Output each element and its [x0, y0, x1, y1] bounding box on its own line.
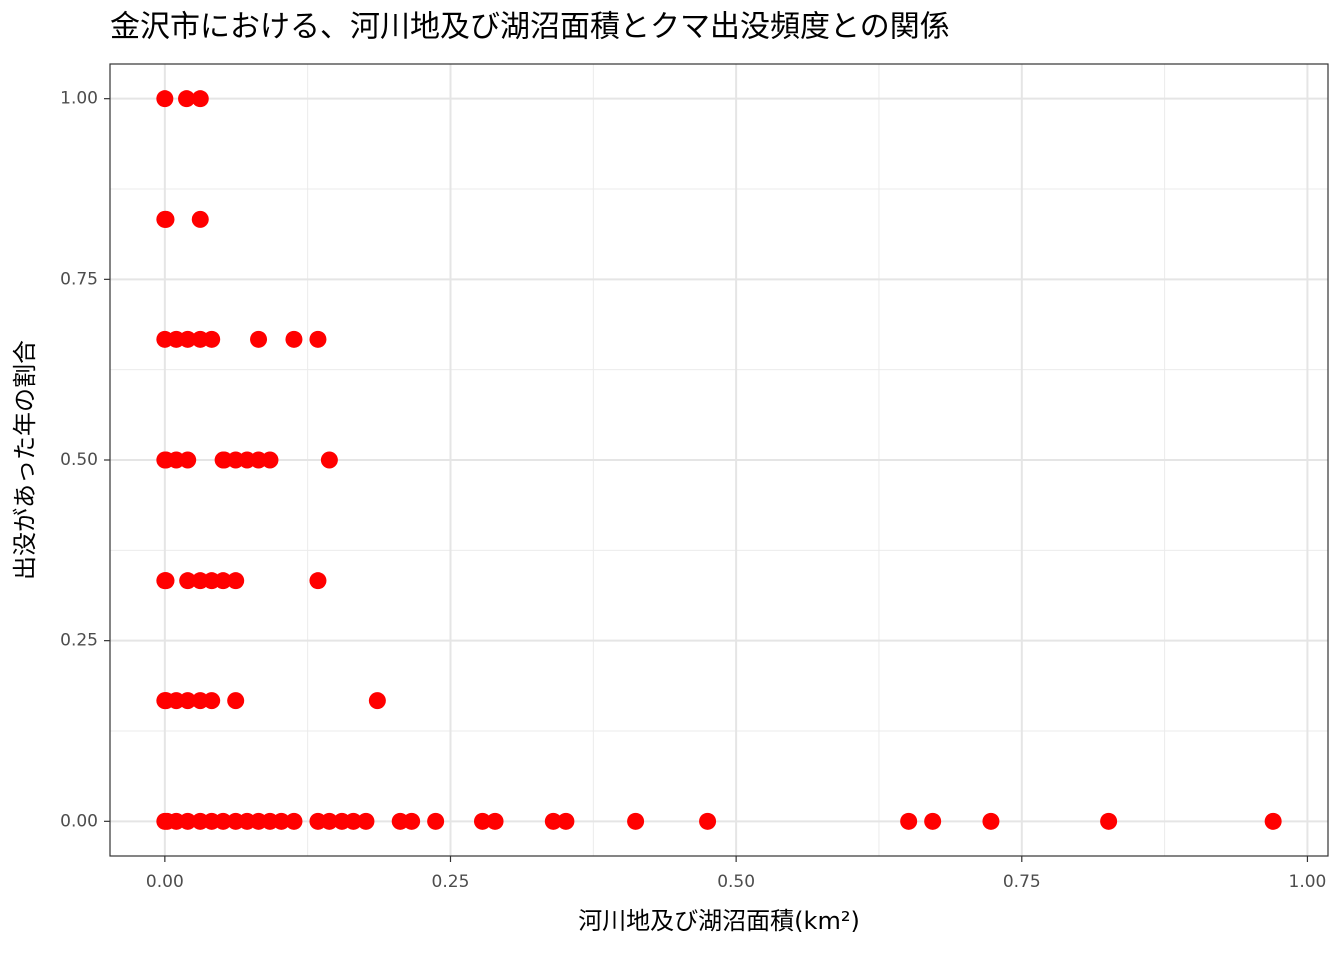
x-tick-label: 0.25	[432, 872, 470, 892]
point	[179, 451, 197, 469]
point	[320, 451, 338, 469]
point	[156, 90, 174, 108]
x-tick-label: 0.75	[1003, 872, 1041, 892]
point	[178, 90, 196, 108]
point	[627, 812, 645, 830]
point	[486, 812, 504, 830]
chart-title: 金沢市における、河川地及び湖沼面積とクマ出没頻度との関係	[110, 10, 950, 45]
panel-border	[109, 63, 1329, 857]
point	[179, 812, 197, 830]
y-tick-label: 0.00	[60, 811, 98, 831]
point	[227, 692, 245, 710]
point	[544, 812, 562, 830]
y-tick-label: 0.75	[60, 269, 98, 289]
point	[157, 210, 175, 228]
point	[203, 692, 221, 710]
x-axis-label: 河川地及び湖沼面積(km²)	[578, 907, 860, 935]
point	[157, 572, 175, 590]
point	[320, 812, 338, 830]
y-tick-label: 0.50	[60, 450, 98, 470]
point	[227, 572, 245, 590]
point	[272, 812, 290, 830]
point	[368, 692, 386, 710]
point	[982, 812, 1000, 830]
point	[699, 812, 717, 830]
point	[191, 210, 209, 228]
point	[309, 572, 327, 590]
point	[1264, 812, 1282, 830]
point	[403, 812, 421, 830]
point	[214, 812, 232, 830]
point	[309, 330, 327, 348]
point	[924, 812, 942, 830]
point	[427, 812, 445, 830]
point	[179, 692, 197, 710]
point	[473, 812, 491, 830]
point	[250, 330, 268, 348]
point	[203, 330, 221, 348]
point	[900, 812, 918, 830]
point	[261, 451, 279, 469]
point	[179, 330, 197, 348]
point	[191, 90, 209, 108]
y-tick-label: 0.25	[60, 631, 98, 651]
y-axis-label: 出没があった年の割合	[11, 340, 39, 580]
point	[357, 812, 375, 830]
point	[179, 572, 197, 590]
point	[344, 812, 362, 830]
x-tick-label: 0.50	[717, 872, 755, 892]
point	[285, 812, 303, 830]
y-tick-label: 1.00	[60, 89, 98, 109]
x-tick-label: 1.00	[1289, 872, 1327, 892]
x-tick-label: 0.00	[146, 872, 184, 892]
point	[557, 812, 575, 830]
point	[214, 572, 232, 590]
point	[285, 330, 303, 348]
point	[1100, 812, 1118, 830]
